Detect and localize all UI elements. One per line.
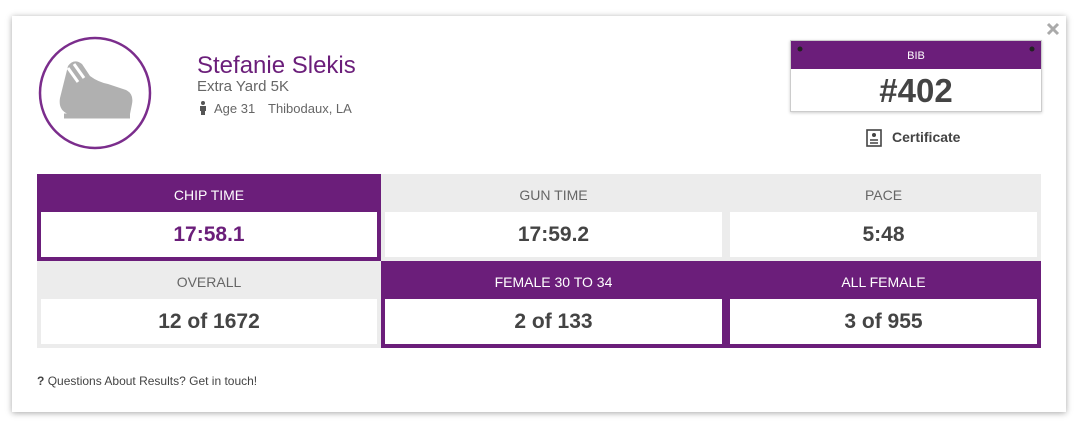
bib-label: BIB xyxy=(791,41,1041,69)
bib-pins xyxy=(797,46,1035,52)
tile-label: GUN TIME xyxy=(519,187,588,203)
tile-label: PACE xyxy=(864,187,903,203)
athlete-name: Stefanie Slekis xyxy=(197,52,356,79)
result-tile: OVERALL 12 of 1672 xyxy=(37,261,381,348)
certificate-icon[interactable] xyxy=(866,129,882,147)
tile-label: FEMALE 30 TO 34 xyxy=(494,274,613,290)
help-icon: ? xyxy=(37,374,45,388)
close-button[interactable] xyxy=(1045,21,1061,37)
result-tile: CHIP TIME 17:58.1 xyxy=(37,174,381,261)
tile-value: 17:59.2 xyxy=(385,212,722,257)
athlete-location: Thibodaux, LA xyxy=(268,101,352,116)
bib-card: BIB #402 xyxy=(790,40,1042,112)
tile-value: 12 of 1672 xyxy=(41,299,377,344)
event-name: Extra Yard 5K xyxy=(197,78,289,95)
tile-value: 3 of 955 xyxy=(730,299,1037,344)
tile-label: CHIP TIME xyxy=(173,187,245,203)
result-tile: GUN TIME 17:59.2 xyxy=(381,174,726,261)
footer: ? Questions About Results? Get in touch! xyxy=(37,374,257,388)
help-link[interactable]: Questions About Results? Get in touch! xyxy=(47,374,258,388)
results-grid: CHIP TIME 17:58.1 GUN TIME 17:59.2 PACE 5:48 O… xyxy=(37,174,1041,348)
result-tile: ALL FEMALE 3 of 955 xyxy=(726,261,1041,348)
tile-label: OVERALL xyxy=(176,274,242,290)
tile-value: 2 of 133 xyxy=(385,299,722,344)
result-tile: FEMALE 30 TO 34 2 of 133 xyxy=(381,261,726,348)
avatar xyxy=(38,36,152,150)
tile-label: ALL FEMALE xyxy=(841,274,926,290)
person-icon xyxy=(200,101,206,115)
bib-number: #402 xyxy=(879,72,953,109)
tile-value: 5:48 xyxy=(730,212,1037,257)
athlete-age: Age 31 xyxy=(214,101,256,116)
tile-value: 17:58.1 xyxy=(41,212,377,257)
result-tile: PACE 5:48 xyxy=(726,174,1041,261)
certificate-link[interactable]: Certificate xyxy=(892,129,961,145)
